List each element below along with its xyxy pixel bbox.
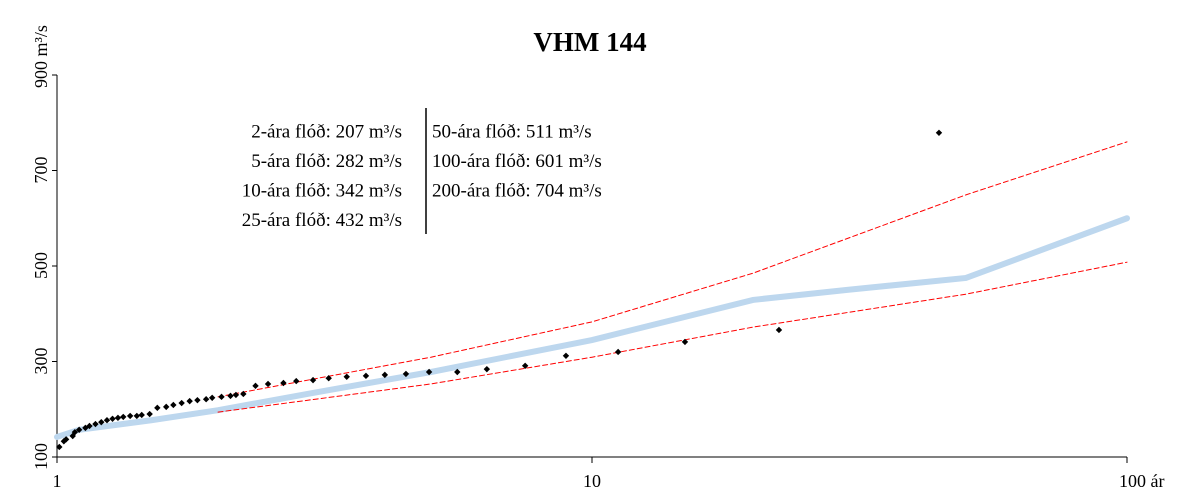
data-point (71, 428, 79, 436)
data-point (133, 412, 141, 420)
data-point (126, 412, 134, 420)
data-point (935, 129, 943, 136)
data-point (208, 394, 216, 401)
data-point (614, 348, 622, 356)
data-point (202, 396, 210, 403)
data-line (54, 215, 1130, 440)
data-point (82, 424, 89, 432)
annotation: 50-ára flóð: 511 m³/s (432, 121, 592, 142)
data-point (381, 371, 389, 379)
data-point (62, 436, 70, 443)
data-point (154, 404, 161, 412)
y-tick-label: 900 m³/s (31, 25, 51, 88)
data-point (343, 373, 350, 380)
y-tick-label: 500 (31, 252, 51, 279)
data-point (98, 418, 105, 426)
y-tick-label: 700 (31, 157, 51, 184)
data-point (232, 391, 240, 399)
data-line (217, 141, 1128, 398)
data-point (138, 411, 145, 419)
annotation: 2-ára flóð: 207 m³/s (251, 121, 402, 142)
data-point (293, 377, 300, 385)
data-point (56, 443, 63, 451)
data-point (521, 362, 529, 369)
data-point (194, 396, 201, 404)
data-point (114, 414, 122, 422)
data-point (92, 420, 99, 428)
data-point (681, 338, 689, 346)
data-point (218, 393, 225, 401)
x-tick-label: 100 ár (1119, 471, 1164, 491)
data-point (775, 326, 783, 334)
data-point (103, 417, 111, 424)
data-point (146, 410, 153, 418)
annotation: 100-ára flóð: 601 m³/s (432, 151, 602, 172)
annotation: 25-ára flóð: 432 m³/s (242, 210, 402, 231)
data-point (86, 422, 93, 430)
x-tick-label: 10 (583, 471, 601, 491)
data-point (483, 365, 491, 373)
data-point (170, 401, 177, 409)
data-point (109, 415, 116, 422)
annotation: 5-ára flóð: 282 m³/s (251, 151, 402, 172)
data-point (240, 390, 247, 398)
data-point (454, 368, 461, 376)
data-point (227, 392, 234, 400)
annotation: 10-ára flóð: 342 m³/s (242, 180, 402, 201)
data-point (325, 375, 332, 382)
x-tick-label: 1 (53, 471, 62, 491)
data-point (75, 426, 83, 433)
data-point (402, 370, 410, 378)
y-tick-label: 100 (31, 443, 51, 470)
data-point (309, 376, 317, 384)
data-point (264, 380, 272, 388)
data-point (163, 403, 170, 411)
annotation: 200-ára flóð: 704 m³/s (432, 180, 602, 201)
data-point (362, 372, 370, 380)
y-tick-label: 300 (31, 348, 51, 375)
data-line (217, 261, 1128, 413)
data-point (425, 368, 433, 376)
data-point (280, 379, 287, 387)
data-point (178, 399, 185, 407)
data-point (186, 397, 193, 405)
data-point (120, 413, 127, 421)
chart-title: VHM 144 (533, 27, 646, 57)
data-point (252, 382, 259, 390)
data-point (562, 352, 570, 359)
